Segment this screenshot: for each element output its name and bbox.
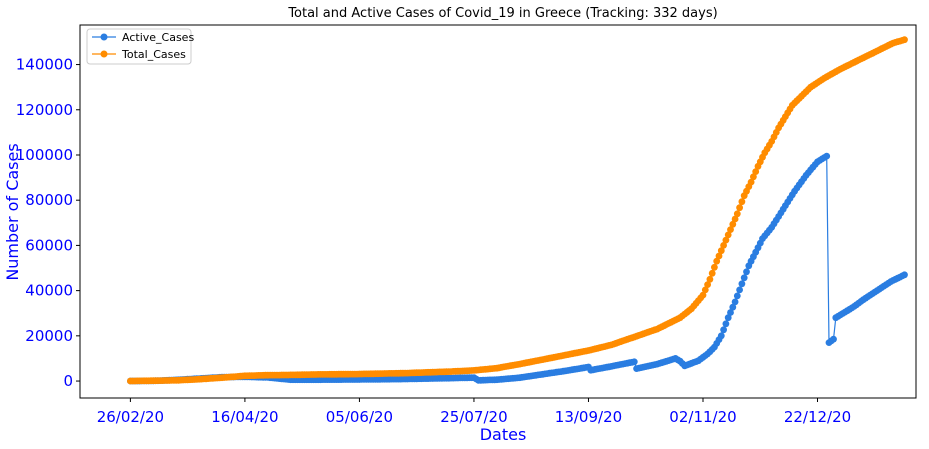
data-point bbox=[722, 236, 730, 244]
chart-title: Total and Active Cases of Covid_19 in Gr… bbox=[287, 6, 717, 21]
data-point bbox=[720, 326, 727, 334]
data-point bbox=[715, 252, 723, 260]
series-total-cases bbox=[126, 36, 908, 385]
plot-frame bbox=[79, 24, 917, 399]
data-point bbox=[750, 173, 757, 181]
data-point bbox=[752, 168, 760, 176]
legend-label-active-cases: Active_Cases bbox=[122, 31, 194, 44]
x-tick-label: 02/11/20 bbox=[669, 408, 736, 426]
legend-marker-total-cases bbox=[100, 50, 108, 58]
x-axis-label: Dates bbox=[480, 425, 527, 444]
y-tick-label: 140000 bbox=[16, 56, 73, 74]
data-point bbox=[727, 309, 734, 316]
data-point bbox=[733, 292, 741, 300]
legend-box bbox=[86, 28, 192, 65]
data-point bbox=[738, 198, 746, 206]
data-point bbox=[736, 286, 743, 294]
series-active-cases bbox=[126, 152, 908, 385]
data-point bbox=[724, 314, 732, 322]
x-tick-label: 22/12/20 bbox=[784, 408, 851, 426]
data-point bbox=[724, 231, 732, 239]
data-point bbox=[901, 36, 908, 44]
data-point bbox=[704, 281, 711, 288]
data-point bbox=[729, 303, 737, 311]
legend: Active_Cases Total_Cases bbox=[86, 28, 194, 65]
x-tick-label: 26/02/20 bbox=[97, 408, 164, 426]
data-point bbox=[722, 320, 730, 328]
data-point bbox=[901, 271, 908, 279]
y-tick-label: 120000 bbox=[16, 101, 73, 119]
data-point bbox=[717, 332, 725, 340]
y-axis-ticks: 0 20000 40000 60000 80000 100000 120000 140000 bbox=[16, 56, 80, 390]
y-tick-label: 80000 bbox=[25, 191, 73, 209]
data-point bbox=[830, 335, 837, 343]
data-point bbox=[731, 215, 739, 223]
x-tick-label: 16/04/20 bbox=[211, 408, 278, 426]
data-point bbox=[729, 220, 737, 228]
data-point bbox=[708, 269, 716, 277]
legend-marker-active-cases bbox=[100, 33, 108, 41]
data-point bbox=[736, 204, 743, 212]
y-axis-label: Number of Cases bbox=[3, 143, 22, 280]
data-point bbox=[733, 210, 741, 218]
y-tick-label: 60000 bbox=[25, 236, 73, 254]
x-tick-label: 13/09/20 bbox=[555, 408, 622, 426]
data-point bbox=[630, 358, 638, 366]
data-point bbox=[747, 178, 755, 186]
data-point bbox=[731, 298, 739, 306]
data-point bbox=[738, 280, 746, 288]
data-point bbox=[701, 286, 709, 294]
data-point bbox=[727, 226, 734, 234]
data-point bbox=[720, 242, 727, 249]
series-line bbox=[130, 39, 905, 382]
data-point bbox=[717, 247, 725, 255]
series-line bbox=[130, 155, 905, 382]
data-point bbox=[699, 291, 707, 299]
data-point bbox=[823, 152, 831, 160]
y-tick-label: 40000 bbox=[25, 282, 73, 300]
x-axis-ticks: 26/02/20 16/04/20 05/06/20 25/07/20 13/09/20… bbox=[97, 398, 851, 426]
y-tick-label: 100000 bbox=[16, 146, 73, 164]
legend-label-total-cases: Total_Cases bbox=[121, 48, 186, 61]
y-tick-label: 20000 bbox=[25, 327, 73, 345]
x-tick-label: 25/07/20 bbox=[440, 408, 507, 426]
data-point bbox=[743, 268, 750, 276]
data-point bbox=[711, 263, 718, 271]
x-tick-label: 05/06/20 bbox=[326, 408, 393, 426]
data-point bbox=[713, 257, 721, 265]
y-tick-label: 0 bbox=[63, 372, 73, 390]
data-point bbox=[740, 274, 748, 282]
data-point bbox=[706, 275, 714, 283]
series-layer bbox=[126, 36, 908, 385]
